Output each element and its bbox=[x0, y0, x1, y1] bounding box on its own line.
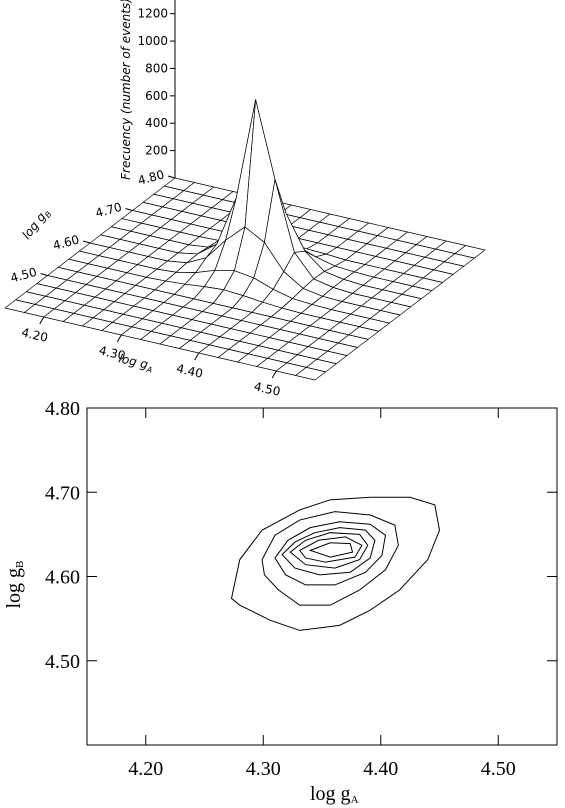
contour-line bbox=[289, 532, 369, 569]
label-text: log g bbox=[3, 568, 25, 609]
x-tick-label: 4.40 bbox=[175, 361, 204, 381]
contour-line bbox=[308, 542, 354, 558]
y-axis-title: log gB bbox=[19, 205, 53, 243]
y-tick bbox=[82, 240, 91, 244]
label-text: log g bbox=[117, 351, 149, 371]
contour-line bbox=[298, 536, 363, 563]
contour-line bbox=[230, 496, 441, 631]
surface-plot: 200 400 600 800 1000 1200 Frecuency (number of… bbox=[4, 0, 486, 399]
z-tick-label: 1000 bbox=[137, 34, 168, 48]
label-subscript: A bbox=[145, 365, 153, 375]
y-tick-label: 4.50 bbox=[9, 265, 38, 285]
x-tick-label: 4.20 bbox=[20, 325, 49, 345]
x-tick-label: 4.40 bbox=[363, 758, 398, 780]
z-tick-label: 1200 bbox=[137, 7, 168, 21]
y-tick bbox=[40, 273, 48, 276]
label-text: log g bbox=[310, 783, 351, 805]
surface-cell bbox=[295, 367, 326, 381]
z-tick-label: 600 bbox=[145, 89, 168, 103]
contour-line bbox=[281, 527, 376, 576]
y-tick bbox=[167, 175, 176, 179]
y-tick-label: 4.60 bbox=[45, 567, 80, 589]
x-tick bbox=[39, 316, 45, 325]
z-axis-title: Frecuency (number of events) bbox=[119, 0, 133, 180]
plot-frame bbox=[86, 407, 558, 746]
x-axis-title: log gA bbox=[310, 783, 359, 806]
contour-line bbox=[274, 521, 386, 586]
label-subscript: B bbox=[14, 561, 26, 568]
z-tick-label: 200 bbox=[145, 144, 168, 158]
y-tick-label: 4.70 bbox=[45, 482, 80, 504]
y-tick-label: 4.80 bbox=[136, 167, 165, 187]
label-subscript: A bbox=[351, 794, 359, 806]
x-axis-title: log gA bbox=[117, 351, 155, 375]
x-tick-label: 4.30 bbox=[98, 343, 127, 363]
x-tick bbox=[194, 352, 200, 361]
x-tick-label: 4.30 bbox=[246, 758, 281, 780]
z-tick-label: 800 bbox=[145, 61, 168, 75]
y-tick bbox=[125, 208, 133, 211]
y-tick-label: 4.60 bbox=[51, 232, 80, 252]
z-tick-label: 400 bbox=[145, 116, 168, 130]
contour-line bbox=[261, 511, 399, 606]
y-tick-label: 4.70 bbox=[94, 200, 123, 220]
y-tick-label: 4.50 bbox=[45, 651, 80, 673]
x-tick-label: 4.20 bbox=[128, 758, 163, 780]
y-axis-title: log gB bbox=[3, 561, 26, 609]
label-subscript: B bbox=[43, 210, 53, 220]
x-tick-label: 4.50 bbox=[253, 379, 282, 399]
x-tick bbox=[116, 334, 122, 343]
x-tick-label: 4.50 bbox=[481, 758, 516, 780]
x-tick bbox=[271, 370, 277, 379]
y-tick-label: 4.80 bbox=[45, 398, 80, 420]
